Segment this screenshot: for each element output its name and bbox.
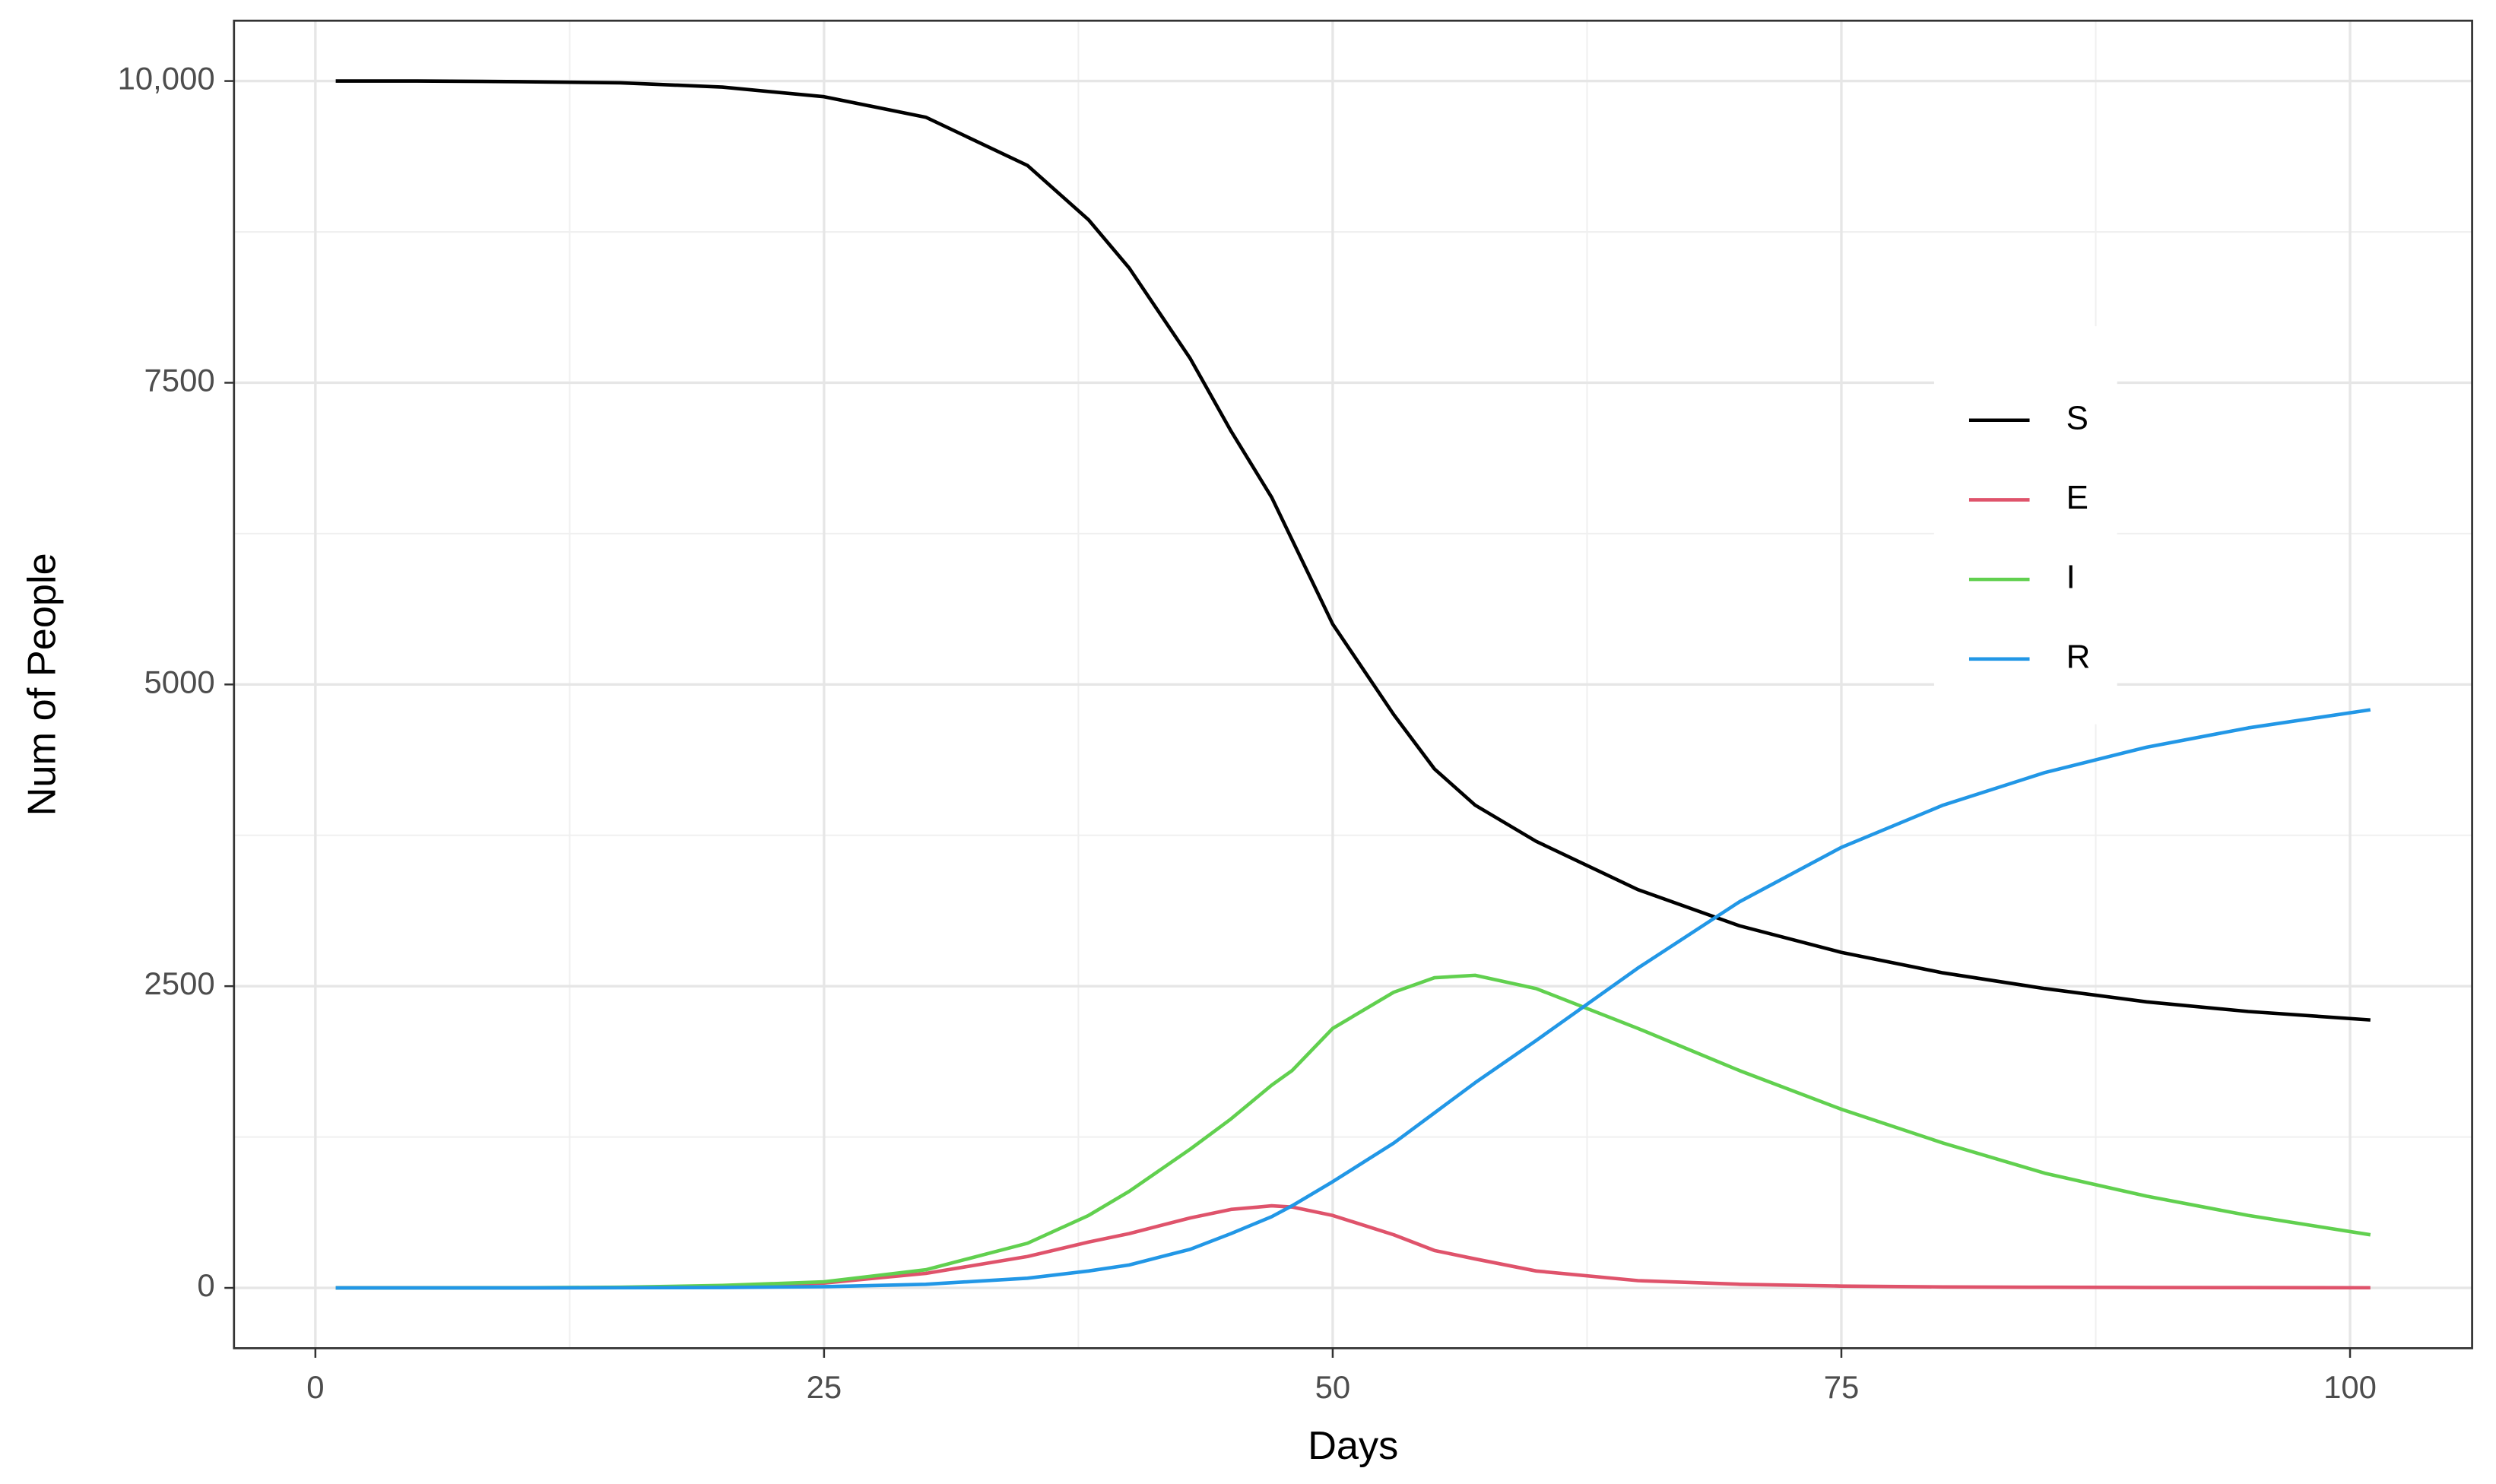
legend-label: S	[2066, 399, 2088, 436]
x-tick-label: 0	[306, 1369, 324, 1405]
lines	[335, 79, 2371, 1290]
y-axis-title: Num of People	[20, 553, 64, 816]
y-tick-label: 0	[197, 1267, 214, 1303]
y-tick-label: 2500	[144, 966, 215, 1001]
legend-label: R	[2066, 638, 2091, 675]
x-tick-label: 75	[1824, 1369, 1860, 1405]
series-line	[335, 973, 2371, 1290]
x-tick-label: 25	[807, 1369, 842, 1405]
y-tick-label: 10,000	[118, 61, 215, 97]
x-tick-label: 100	[2323, 1369, 2377, 1405]
legend-label: E	[2066, 479, 2088, 516]
legend: S E I R	[1968, 399, 2091, 675]
series-line	[335, 708, 2371, 1290]
legend-label: I	[2066, 559, 2076, 596]
y-tick-label: 7500	[144, 363, 215, 398]
y-tick-label: 5000	[144, 664, 215, 699]
series-line	[335, 79, 2371, 1022]
x-axis-title: Days	[1308, 1424, 1398, 1468]
x-tick-label: 50	[1315, 1369, 1351, 1405]
axes: 0 25 50 75 100 0 2500 5000 7500 10,000	[118, 61, 2377, 1405]
